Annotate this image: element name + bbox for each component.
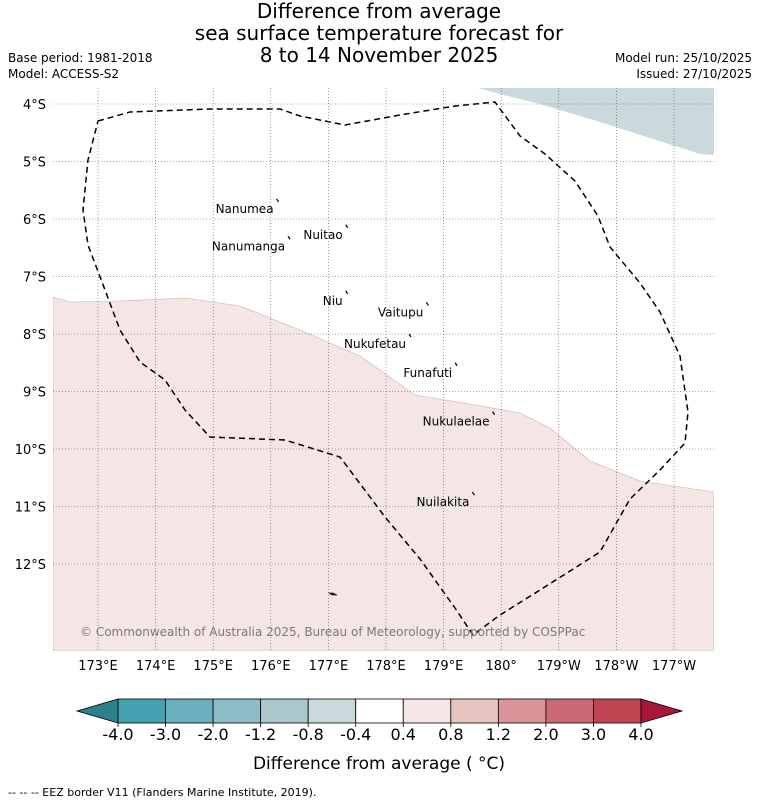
title-line-1: Difference from average (256, 0, 502, 23)
latitude-tick-label: 10°S (15, 443, 46, 458)
longitude-tick-label: 177°E (309, 659, 349, 674)
longitude-tick-label: 179°E (424, 659, 464, 674)
colorbar-tick-label: 2.0 (533, 725, 558, 744)
colorbar-segment (402, 698, 452, 724)
colorbar-segment (593, 698, 642, 724)
latitude-tick-label: 4°S (23, 98, 46, 113)
colorbar-label: Difference from average ( °C) (253, 754, 505, 774)
eez-legend-note: -- -- -- EEZ border V11 (Flanders Marine… (8, 786, 317, 799)
colorbar-segment (450, 698, 499, 724)
longitude-tick-label: 175°E (193, 659, 233, 674)
colorbar: -4.0 -3.0 -2.0 -1.2 -0.8 -0.4 0.4 0.8 1.2 2.0 3.0 4… (75, 698, 684, 744)
island-shape (345, 290, 349, 295)
island-shape (276, 198, 280, 203)
latitude-tick-label: 5°S (23, 156, 46, 171)
model-run: Model run: 25/10/2025 (614, 51, 752, 65)
colorbar-under-arrow (75, 698, 119, 724)
eez-border (82, 101, 689, 637)
island-label: Nuilakita (416, 495, 469, 509)
island-label: Nanumanga (212, 239, 285, 253)
chart-title: Difference from average sea surface temp… (0, 0, 758, 66)
latitude-tick-label: 9°S (23, 386, 46, 401)
title-line-3: 8 to 14 November 2025 (259, 43, 499, 67)
colorbar-segment (165, 698, 214, 724)
island-shape (408, 333, 412, 338)
colorbar-tick-label: 1.2 (486, 725, 511, 744)
colorbar-segment (355, 698, 404, 724)
title-line-2: sea surface temperature forecast for (194, 21, 564, 45)
colorbar-tick-label: -0.4 (340, 725, 371, 744)
island-label: Nanumea (216, 202, 274, 216)
longitude-tick-label: 173°E (78, 659, 118, 674)
colorbar-tick-label: -3.0 (150, 725, 181, 744)
latitude-tick-label: 11°S (15, 501, 46, 516)
latitude-tick-labels: 4°S 5°S 6°S 7°S 8°S 9°S 10°S 11°S 12°S (15, 98, 46, 573)
model-name: Model: ACCESS-S2 (8, 67, 120, 81)
colorbar-tick-label: 0.8 (438, 725, 463, 744)
longitude-tick-label: 176°E (251, 659, 291, 674)
longitude-tick-label: 174°E (136, 659, 176, 674)
island-label: Nukulaelae (423, 415, 490, 429)
colorbar-segment (117, 698, 166, 724)
island-shape (425, 302, 429, 306)
map-area: Nanumea Nuitao Nanumanga Niu Vaitupu Nukufeta… (53, 88, 714, 651)
colorbar-over-arrow (640, 698, 684, 724)
colorbar-tick-label: 3.0 (581, 725, 606, 744)
colorbar-tick-label: -4.0 (102, 725, 133, 744)
longitude-tick-label: 179°W (537, 659, 581, 674)
longitude-tick-label: 177°W (652, 659, 696, 674)
copyright-text: © Commonwealth of Australia 2025, Bureau… (80, 625, 585, 639)
longitude-tick-label: 178°W (594, 659, 638, 674)
island-label: Nuitao (303, 228, 342, 242)
graticule (53, 88, 714, 651)
latitude-tick-label: 8°S (23, 328, 46, 343)
longitude-tick-labels: 173°E 174°E 175°E 176°E 177°E 178°E 179°E 180° 1… (78, 659, 696, 674)
latitude-tick-label: 6°S (23, 213, 46, 228)
colorbar-tick-label: 0.4 (391, 725, 416, 744)
island-shape (492, 411, 496, 415)
longitude-tick-label: 178°E (366, 659, 406, 674)
island-labels: Nanumea Nuitao Nanumanga Niu Vaitupu Nukufeta… (212, 198, 496, 509)
cool-anomaly-region (478, 88, 714, 155)
meta-right: Model run: 25/10/2025 Issued: 27/10/2025 (615, 50, 752, 82)
colorbar-tick-label: -1.2 (245, 725, 276, 744)
colorbar-segment (497, 698, 547, 724)
colorbar-segment (260, 698, 309, 724)
island-label: Funafuti (403, 366, 452, 380)
island-label: Nukufetau (344, 337, 406, 351)
colorbar-tick-label: -0.8 (293, 725, 324, 744)
colorbar-segment (307, 698, 357, 724)
island-shape (471, 491, 475, 496)
small-island-shape (327, 592, 338, 596)
colorbar-tick-label: -2.0 (197, 725, 228, 744)
colorbar-segment (212, 698, 262, 724)
latitude-tick-label: 12°S (15, 558, 46, 573)
island-shape (287, 235, 291, 240)
base-period: Base period: 1981-2018 (8, 51, 153, 65)
latitude-tick-label: 7°S (23, 271, 46, 286)
island-label: Niu (323, 294, 343, 308)
island-shape (454, 362, 458, 367)
longitude-tick-label: 180° (486, 659, 517, 674)
meta-left: Base period: 1981-2018 Model: ACCESS-S2 (8, 50, 153, 82)
warm-anomaly-region (53, 296, 714, 651)
island-shape (345, 224, 349, 229)
colorbar-segment (545, 698, 594, 724)
colorbar-tick-label: 4.0 (628, 725, 653, 744)
island-label: Vaitupu (378, 305, 424, 319)
issued-date: Issued: 27/10/2025 (636, 67, 752, 81)
